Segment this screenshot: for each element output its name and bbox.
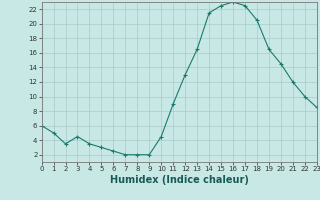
X-axis label: Humidex (Indice chaleur): Humidex (Indice chaleur) [110, 175, 249, 185]
